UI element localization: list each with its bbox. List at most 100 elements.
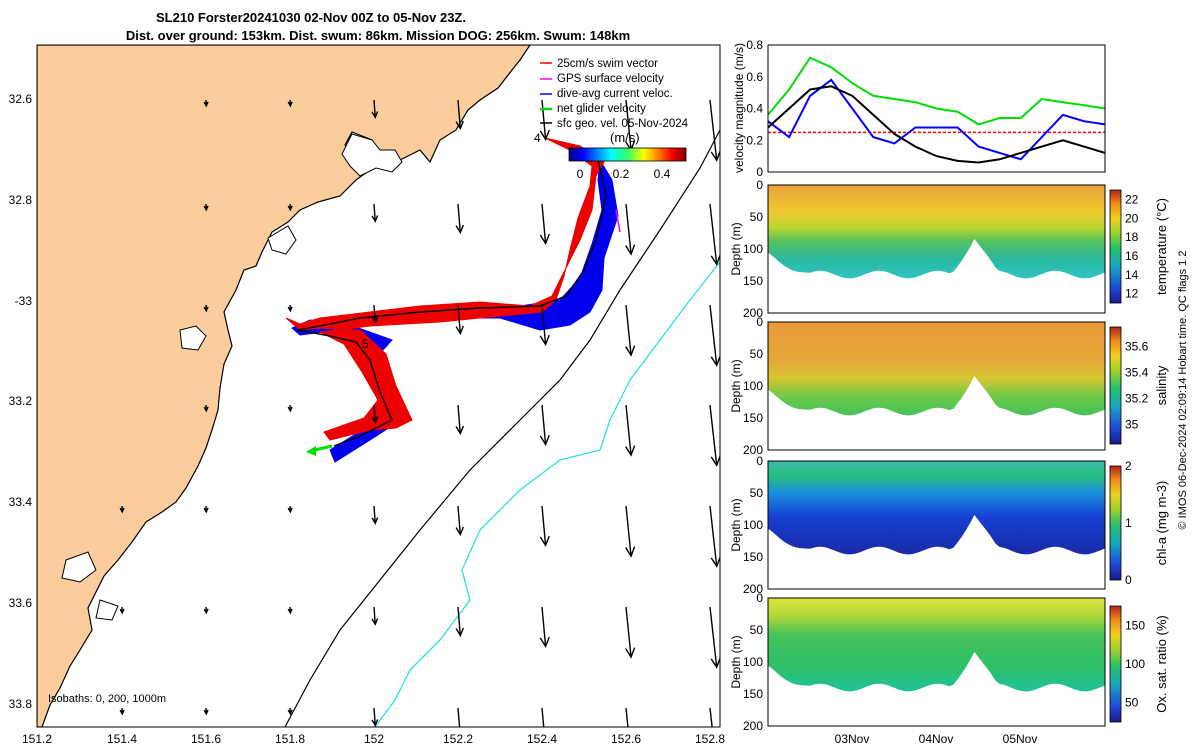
lon-tick-151.4: 151.4: [107, 732, 137, 746]
geo-arrowhead: [455, 224, 465, 235]
lon-tick-151.2: 151.2: [22, 732, 52, 746]
colorbar-tick: 35.4: [1125, 366, 1149, 380]
depth-tick: 0: [756, 315, 763, 329]
geo-arrowhead: [710, 556, 720, 568]
geo-arrow: [625, 99, 632, 151]
geo-arrow: [709, 606, 718, 668]
colorbar-label: Ox. sat. ratio (%): [1154, 615, 1169, 713]
geo-arrowhead: [539, 535, 550, 548]
colorbar-tick: 35.2: [1125, 392, 1149, 406]
geo-arrowhead: [203, 101, 209, 108]
geo-arrow: [457, 505, 462, 535]
legend-dive-avg: dive-avg current veloc.: [557, 88, 673, 100]
lat-tick-32.6: 32.6: [9, 92, 33, 106]
colorbar-tick: 150: [1125, 618, 1145, 632]
copyright-note: © IMOS 06-Dec-2024 02:09:14 Hobart time.…: [1177, 251, 1189, 530]
velocity-series-2: [768, 85, 1105, 164]
depth-tick: 50: [750, 347, 764, 361]
time-tick-04nov: 04Nov: [919, 732, 954, 746]
day-label-4: 4: [534, 131, 541, 145]
geo-arrow: [541, 304, 547, 345]
velocity-ytick: 0.8: [746, 38, 763, 52]
figure-title-line2: Dist. over ground: 153km. Dist. swum: 86…: [126, 28, 630, 43]
depth-ylabel: Depth (m): [729, 222, 743, 275]
geo-arrowhead: [287, 101, 293, 108]
lat-tick-33.8: 33.8: [9, 697, 33, 711]
colorbar-label: temperature (°C): [1154, 198, 1169, 295]
colorbar-label: chl-a (mg m-3): [1154, 481, 1169, 566]
geo-arrowhead: [203, 507, 209, 514]
profile-panel-2: 0 50 100 150 200 Depth (m) 35 35.2 35.4 35.6 salin…: [729, 315, 1169, 457]
geo-arrowhead: [455, 526, 465, 537]
geo-arrowhead: [710, 254, 720, 266]
profile-field: [768, 185, 1105, 279]
depth-ylabel: Depth (m): [729, 498, 743, 551]
depth-tick: 100: [743, 655, 763, 669]
geo-arrow: [541, 606, 547, 647]
depth-tick: 150: [743, 550, 763, 564]
geo-arrowhead: [371, 719, 379, 727]
geo-arrowhead: [203, 406, 209, 413]
geo-arrowhead: [119, 507, 125, 514]
geo-arrowhead: [539, 434, 550, 447]
map-lat-ticks: 32.6 32.8 -33 33.2 33.4 33.6 33.8: [9, 92, 33, 711]
depth-ylabel: Depth (m): [729, 359, 743, 412]
velocity-series-1: [768, 78, 1105, 161]
geo-arrowhead: [625, 546, 636, 558]
geo-arrow: [457, 606, 462, 636]
colorbar-tick: 22: [1125, 192, 1139, 206]
geo-arrow: [709, 304, 718, 366]
profile-panel-1: 0 50 100 150 200 Depth (m) 12 14 16 18 20 22 tempera…: [729, 178, 1169, 320]
geo-arrowhead: [539, 129, 550, 142]
geo-arrowhead: [203, 709, 209, 716]
colorbar: [1109, 465, 1122, 581]
velocity-ytick: 0.4: [746, 102, 763, 116]
geo-arrowhead: [371, 416, 379, 424]
profile-panel-3: 0 50 100 150 200 Depth (m) 0 1 2 chl-a (mg m-3): [729, 454, 1169, 596]
depth-tick: 200: [743, 443, 763, 457]
geo-arrowhead: [119, 709, 125, 716]
profile-panel-4: 0 50 100 150 200 Depth (m) 50 100 150 Ox. sat. ra…: [729, 591, 1169, 733]
legend-net-glider: net glider velocity: [557, 103, 646, 115]
geo-arrowhead: [455, 120, 465, 131]
map-colorbar-label: (m/s): [610, 130, 640, 145]
colorbar-tick: 100: [1125, 657, 1145, 671]
geo-arrow: [541, 404, 547, 445]
geo-arrowhead: [119, 608, 125, 615]
geo-arrowhead: [625, 244, 636, 256]
geo-arrow: [373, 404, 376, 423]
colorbar-tick: 16: [1125, 249, 1139, 263]
geo-arrow: [625, 203, 632, 255]
geo-arrowhead: [625, 647, 636, 659]
geo-arrowhead: [710, 657, 720, 669]
swim-vector-ribbon: [285, 137, 605, 441]
legend-gps-surface: GPS surface velocity: [557, 73, 664, 85]
lon-tick-151.6: 151.6: [191, 732, 221, 746]
geo-arrowhead: [539, 636, 550, 649]
geo-arrow: [709, 404, 718, 466]
map-colorbar-tick-0: 0: [577, 167, 584, 181]
geo-arrow: [541, 203, 547, 244]
geo-arrowhead: [539, 334, 550, 347]
depth-tick: 50: [750, 210, 764, 224]
geo-arrow: [709, 99, 718, 161]
colorbar-tick: 0: [1125, 573, 1132, 587]
depth-tick: 100: [743, 379, 763, 393]
depth-tick: 50: [750, 486, 764, 500]
geo-arrowhead: [287, 507, 293, 514]
geo-arrow: [709, 203, 718, 265]
depth-tick: 200: [743, 306, 763, 320]
velocity-ytick: 0.2: [746, 133, 763, 147]
map-legend: 25cm/s swim vector GPS surface velocity …: [540, 58, 689, 130]
colorbar-tick: 12: [1125, 287, 1139, 301]
geo-arrow: [457, 203, 462, 233]
geo-arrow: [457, 404, 462, 434]
geo-arrow: [541, 505, 547, 546]
velocity-ytick: 0: [756, 165, 763, 179]
geo-arrowhead: [371, 618, 379, 626]
geo-arrowhead: [203, 608, 209, 615]
depth-tick: 0: [756, 454, 763, 468]
geo-arrow: [541, 99, 547, 140]
colorbar-tick: 35.6: [1125, 340, 1149, 354]
